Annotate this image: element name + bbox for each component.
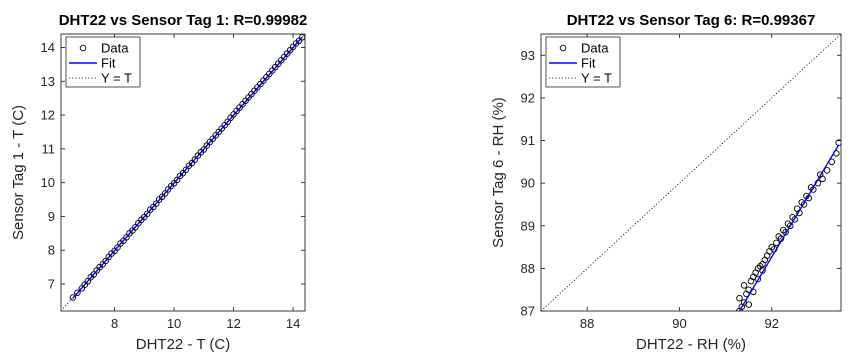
left-chart-data-point: [69, 294, 77, 301]
left-chart-ticks: 8 10 12 14 7 8 9 10 11 12 13 14: [41, 34, 305, 331]
legend-entry-y-equals-t: Y = T: [101, 71, 132, 86]
left-chart-fit-line: [72, 36, 303, 299]
left-chart-x-tick-label: 12: [226, 316, 240, 331]
right-chart-ylabel: Sensor Tag 6 - RH (%): [490, 97, 507, 248]
right-chart-data-point: [823, 167, 831, 174]
legend-entry-data: Data: [101, 41, 129, 56]
right-chart-x-tick-label: 92: [765, 316, 779, 331]
left-chart-y-tick-label: 13: [41, 74, 55, 89]
right-chart-data-point: [752, 269, 759, 276]
right-chart-legend: Data Fit Y = T: [545, 36, 621, 88]
left-chart-x-tick-label: 14: [286, 316, 300, 331]
left-chart-y-tick-label: 9: [48, 209, 55, 224]
right-chart-data-point: [736, 294, 743, 302]
right-chart-x-tick-label: 88: [580, 316, 594, 331]
left-chart-y-tick-label: 12: [41, 108, 55, 123]
right-chart-data-point: [775, 233, 782, 240]
right-chart-x-tick-label: 90: [672, 316, 686, 331]
right-chart-data-point: [761, 256, 769, 264]
left-chart-plot-area: [61, 34, 305, 311]
right-chart-axes-box: [540, 33, 842, 312]
right-chart-data-point: [780, 226, 787, 234]
left-chart-y-tick-label: 8: [48, 243, 55, 258]
left-chart-legend-data-marker: [79, 44, 87, 52]
legend-entry-y-equals-t: Y = T: [581, 71, 612, 86]
right-chart-data-point: [740, 282, 748, 289]
left-chart-ylabel: Sensor Tag 1 - T (C): [10, 105, 27, 240]
left-chart-y-tick-label: 14: [41, 40, 55, 55]
right-chart-plot-area: [541, 34, 841, 311]
right-chart-y-tick-label: 88: [521, 261, 535, 276]
left-chart-x-tick-label: 8: [111, 316, 118, 331]
right-chart-y-tick-label: 89: [521, 218, 535, 233]
right-chart-data-point: [747, 277, 755, 285]
left-chart-data-point: [74, 289, 81, 297]
right-chart-legend-data-marker: [559, 44, 567, 52]
left-chart-y-tick-label: 11: [42, 141, 56, 156]
right-chart-y-tick-label: 90: [521, 176, 535, 191]
right-chart-fit-line: [738, 144, 840, 311]
right-chart-legend-box: [545, 36, 621, 88]
right-chart-y-tick-label: 93: [521, 48, 535, 63]
left-chart-legend-box: [65, 36, 141, 88]
right-chart-data-point: [773, 239, 780, 247]
left-chart-x-tick-label: 10: [167, 316, 181, 331]
right-chart-data-point: [819, 175, 826, 183]
right-chart-xlabel: DHT22 - RH (%): [636, 336, 746, 353]
right-chart-data-point: [754, 275, 762, 283]
right-chart-data-point: [784, 220, 792, 227]
right-chart: DHT22 vs Sensor Tag 6: R=0.99367 DHT22 -…: [490, 12, 842, 353]
legend-entry-fit: Fit: [581, 56, 596, 71]
left-chart-title: DHT22 vs Sensor Tag 1: R=0.99982: [59, 12, 308, 29]
right-chart-data-point: [745, 301, 752, 308]
legend-entry-fit: Fit: [101, 56, 116, 71]
left-chart-y-tick-label: 7: [48, 276, 55, 291]
left-chart-legend: Data Fit Y = T: [65, 36, 141, 88]
right-chart-ticks: 88 90 92 87 88 89 90 91 92 93: [521, 34, 841, 331]
left-chart-axes-box: [60, 33, 306, 312]
right-chart-title: DHT22 vs Sensor Tag 6: R=0.99367: [567, 12, 816, 29]
right-chart-data-point: [816, 171, 824, 178]
right-chart-y-tick-label: 92: [521, 90, 535, 105]
right-chart-data-point: [763, 252, 771, 259]
right-chart-y-tick-label: 91: [521, 133, 535, 148]
right-chart-y-tick-label: 87: [521, 304, 535, 319]
left-chart-y-tick-label: 10: [41, 175, 55, 190]
left-chart: DHT22 vs Sensor Tag 1: R=0.99982 DHT22 -…: [10, 12, 307, 353]
right-chart-identity-line: [541, 34, 841, 311]
legend-entry-data: Data: [581, 41, 609, 56]
left-chart-xlabel: DHT22 - T (C): [136, 336, 230, 353]
